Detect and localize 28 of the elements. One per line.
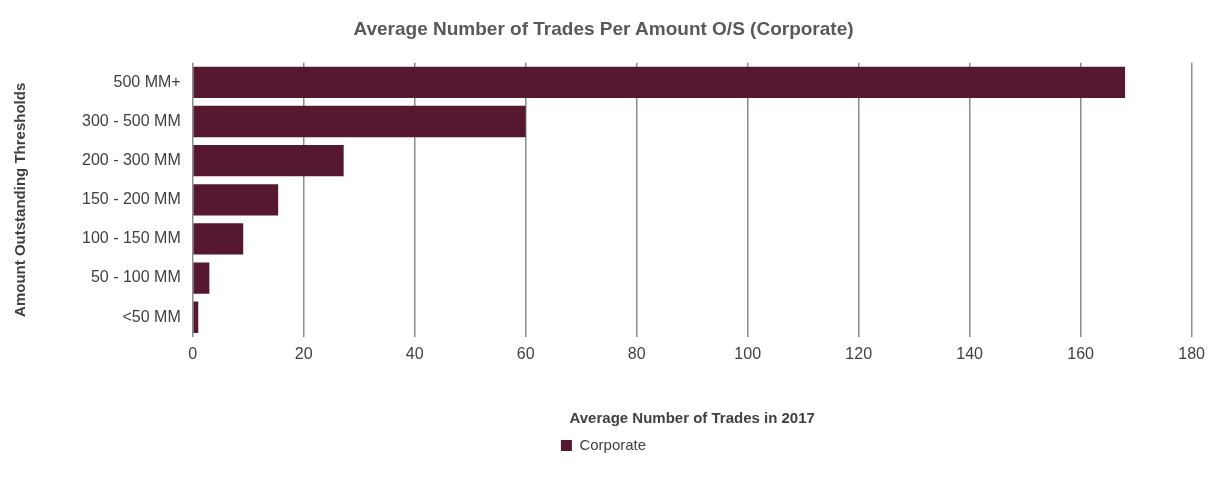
x-axis-title: Average Number of Trades in 2017	[569, 409, 815, 427]
bar	[193, 223, 244, 255]
bar	[193, 145, 344, 177]
legend-label: Corporate	[579, 435, 647, 453]
y-tick-label: 50 - 100 MM	[90, 268, 181, 286]
x-tick-label: 20	[294, 344, 313, 362]
x-tick-label: 180	[1178, 344, 1206, 362]
y-tick-label: 200 - 300 MM	[81, 151, 181, 169]
y-tick-label: <50 MM	[122, 307, 181, 325]
x-tick-label: 140	[956, 344, 984, 362]
y-tick-label: 300 - 500 MM	[81, 111, 181, 129]
bar	[193, 301, 199, 333]
y-tick-label: 500 MM+	[113, 72, 181, 90]
bar	[193, 184, 279, 216]
x-tick-label: 0	[188, 344, 198, 362]
x-tick-label: 100	[734, 344, 762, 362]
bar	[193, 105, 526, 138]
y-tick-label: 100 - 150 MM	[81, 229, 181, 247]
x-tick-label: 160	[1067, 344, 1095, 362]
y-axis-title: Amount Outstanding Thresholds	[11, 82, 29, 317]
y-tick-label: 150 - 200 MM	[81, 190, 181, 208]
chart-title: Average Number of Trades Per Amount O/S (Corporate)	[353, 17, 854, 39]
x-tick-label: 80	[627, 344, 646, 362]
x-tick-label: 60	[516, 344, 535, 362]
bar	[193, 262, 210, 294]
bar	[193, 66, 1126, 99]
x-tick-label: 120	[845, 344, 873, 362]
x-tick-label: 40	[405, 344, 424, 362]
